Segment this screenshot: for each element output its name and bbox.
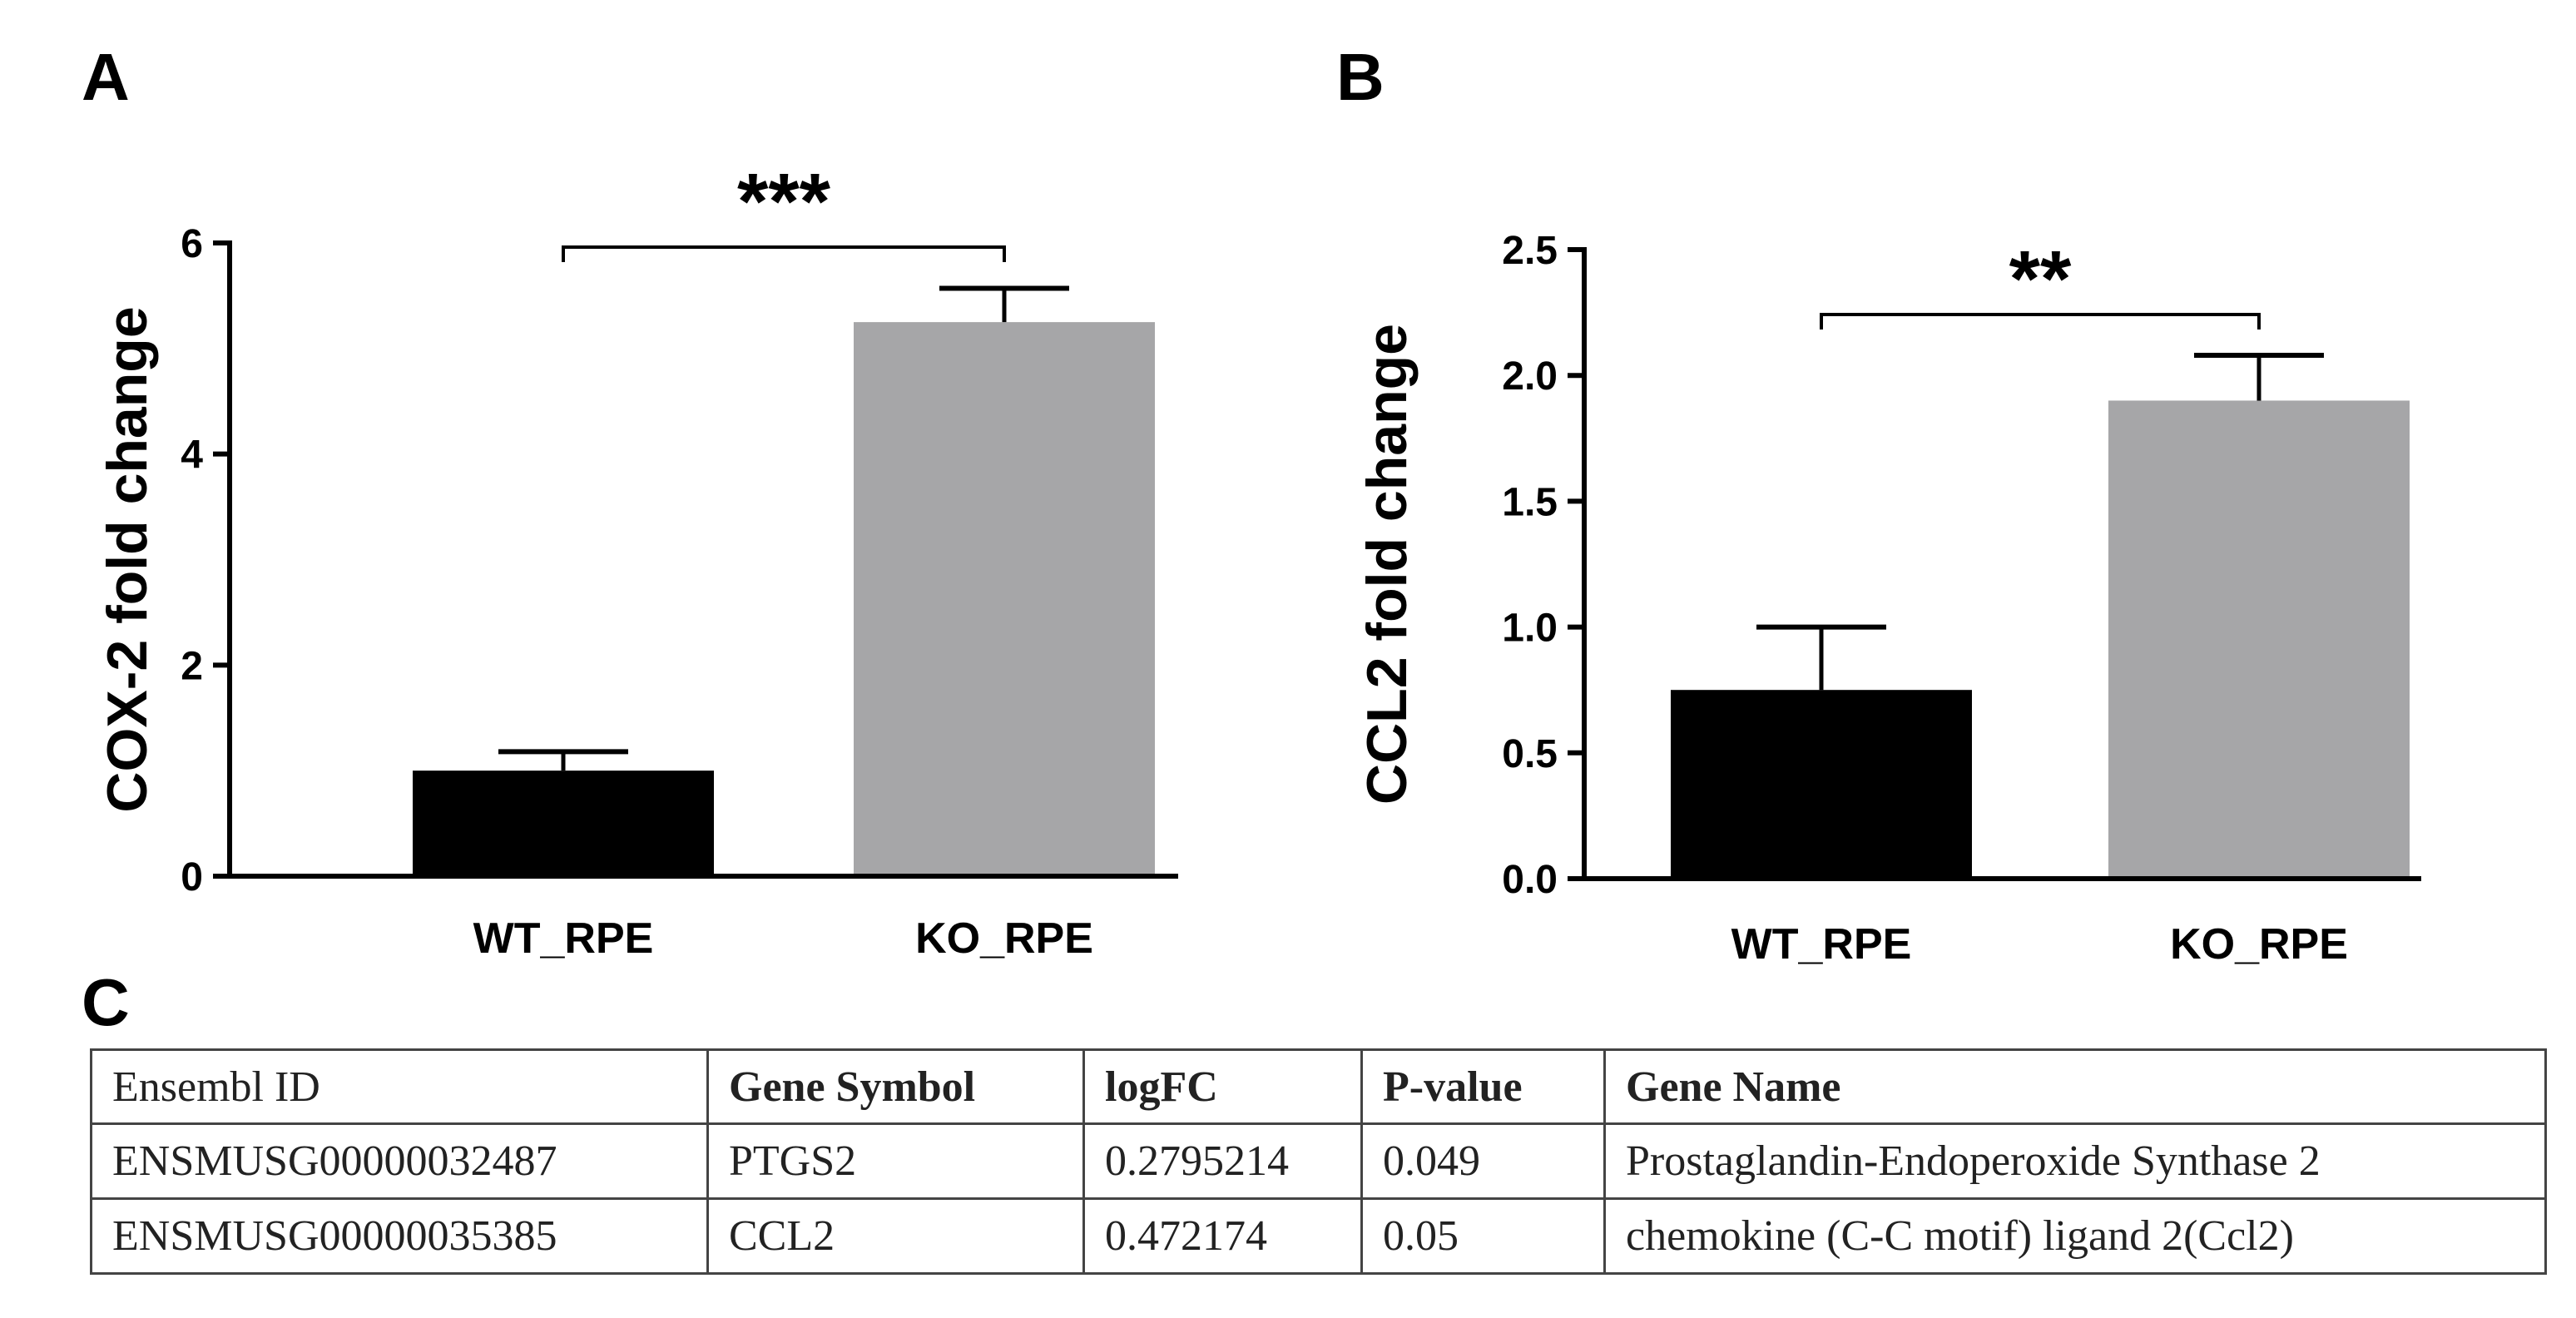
- panel-label-a: A: [82, 40, 130, 114]
- panel-label-c: C: [82, 965, 130, 1039]
- cell-gene-symbol: CCL2: [706, 1197, 1085, 1275]
- panel-label-b: B: [1336, 40, 1385, 114]
- significance-bracket: [1820, 313, 2261, 330]
- cell-gene-name: Prostaglandin-Endoperoxide Synthase 2: [1603, 1122, 2547, 1200]
- cell-gene-name: chemokine (C-C motif) ligand 2(Ccl2): [1603, 1197, 2547, 1275]
- y-tick-label: 2.5: [1502, 229, 1558, 273]
- header-ensembl-id: Ensembl ID: [90, 1048, 709, 1125]
- chart-b: WT_RPE KO_RPE 0.0 0.5 1.0 1.5 2.0 2.5 CCL2 fold …: [1355, 229, 2421, 969]
- y-tick-label: 1.5: [1502, 480, 1558, 524]
- bar-wt-rpe: [413, 770, 714, 876]
- x-tick-label: KO_RPE: [2170, 920, 2348, 969]
- y-tick-label: 6: [181, 222, 203, 266]
- cell-p-value: 0.05: [1360, 1197, 1606, 1275]
- bar-ko-rpe: [854, 322, 1155, 876]
- chart-a: WT_RPE KO_RPE 0 2 4 6 COX-2 fold change ***: [96, 157, 1178, 963]
- table-row: ENSMUSG00000035385 CCL2 0.472174 0.05 ch…: [90, 1197, 2547, 1275]
- y-tick-label: 0.0: [1502, 858, 1558, 902]
- y-axis-label: COX-2 fold change: [96, 306, 159, 812]
- x-tick-label: WT_RPE: [1731, 920, 1912, 969]
- cell-logfc: 0.2795214: [1082, 1122, 1363, 1200]
- x-tick-label: KO_RPE: [915, 914, 1093, 963]
- significance-bracket: [562, 245, 1006, 262]
- y-axis-label: CCL2 fold change: [1355, 324, 1419, 805]
- y-tick-label: 0.5: [1502, 732, 1558, 776]
- x-tick-label: WT_RPE: [473, 914, 654, 963]
- y-tick-label: 4: [181, 434, 203, 478]
- y-tick-label: 0: [181, 855, 203, 899]
- header-gene-name: Gene Name: [1603, 1048, 2547, 1125]
- cell-gene-symbol: PTGS2: [706, 1122, 1085, 1200]
- cell-p-value: 0.049: [1360, 1122, 1606, 1200]
- bar-ko-rpe: [2108, 400, 2410, 879]
- bar-wt-rpe: [1671, 690, 1972, 879]
- y-tick-label: 1.0: [1502, 607, 1558, 651]
- significance-stars: ***: [737, 157, 831, 246]
- cell-ensembl-id: ENSMUSG00000035385: [90, 1197, 709, 1275]
- gene-table: Ensembl ID Gene Symbol logFC P-value Gen…: [90, 1048, 2547, 1275]
- y-tick-label: 2.0: [1502, 354, 1558, 399]
- cell-ensembl-id: ENSMUSG00000032487: [90, 1122, 709, 1200]
- cell-logfc: 0.472174: [1082, 1197, 1363, 1275]
- header-logfc: logFC: [1082, 1048, 1363, 1125]
- table-header-row: Ensembl ID Gene Symbol logFC P-value Gen…: [90, 1048, 2547, 1125]
- significance-stars: **: [2009, 235, 2072, 324]
- table-row: ENSMUSG00000032487 PTGS2 0.2795214 0.049…: [90, 1122, 2547, 1200]
- y-tick-label: 2: [181, 644, 203, 688]
- header-p-value: P-value: [1360, 1048, 1606, 1125]
- header-gene-symbol: Gene Symbol: [706, 1048, 1085, 1125]
